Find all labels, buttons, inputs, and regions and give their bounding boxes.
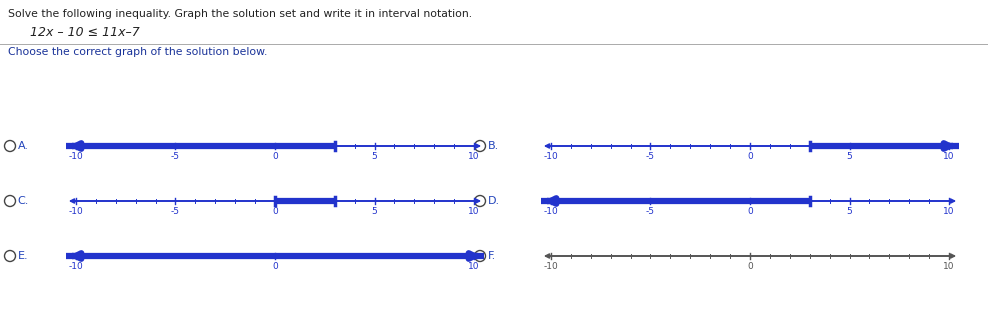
Text: 5: 5 — [371, 207, 377, 216]
Text: E.: E. — [18, 251, 28, 261]
Text: 10: 10 — [944, 152, 954, 161]
Text: -5: -5 — [171, 207, 180, 216]
Text: F.: F. — [487, 251, 496, 261]
Text: 10: 10 — [468, 262, 480, 271]
Text: 0: 0 — [747, 262, 753, 271]
Text: Solve the following inequality. Graph the solution set and write it in interval : Solve the following inequality. Graph th… — [8, 9, 472, 19]
Text: D.: D. — [487, 196, 500, 206]
Text: 0: 0 — [747, 152, 753, 161]
Text: A.: A. — [18, 141, 29, 151]
Text: Choose the correct graph of the solution below.: Choose the correct graph of the solution… — [8, 47, 268, 57]
Text: 0: 0 — [272, 262, 278, 271]
Text: 10: 10 — [468, 152, 480, 161]
Text: 12x – 10 ≤ 11x–7: 12x – 10 ≤ 11x–7 — [30, 26, 139, 39]
Text: -10: -10 — [68, 152, 83, 161]
Text: -10: -10 — [543, 152, 558, 161]
Text: -10: -10 — [68, 207, 83, 216]
Text: -10: -10 — [543, 207, 558, 216]
Circle shape — [474, 141, 485, 152]
Text: -10: -10 — [543, 262, 558, 271]
Circle shape — [474, 250, 485, 262]
Circle shape — [5, 250, 16, 262]
Text: 5: 5 — [847, 207, 853, 216]
Text: 10: 10 — [944, 207, 954, 216]
Text: 0: 0 — [272, 207, 278, 216]
Circle shape — [474, 195, 485, 206]
Circle shape — [5, 195, 16, 206]
Text: 0: 0 — [747, 207, 753, 216]
Text: -5: -5 — [646, 152, 655, 161]
Text: 10: 10 — [468, 207, 480, 216]
Text: B.: B. — [487, 141, 499, 151]
Circle shape — [5, 141, 16, 152]
Text: 5: 5 — [371, 152, 377, 161]
Text: 0: 0 — [272, 152, 278, 161]
Text: -5: -5 — [646, 207, 655, 216]
Text: C.: C. — [18, 196, 29, 206]
Text: 5: 5 — [847, 152, 853, 161]
Text: -10: -10 — [68, 262, 83, 271]
Text: -5: -5 — [171, 152, 180, 161]
Text: 10: 10 — [944, 262, 954, 271]
